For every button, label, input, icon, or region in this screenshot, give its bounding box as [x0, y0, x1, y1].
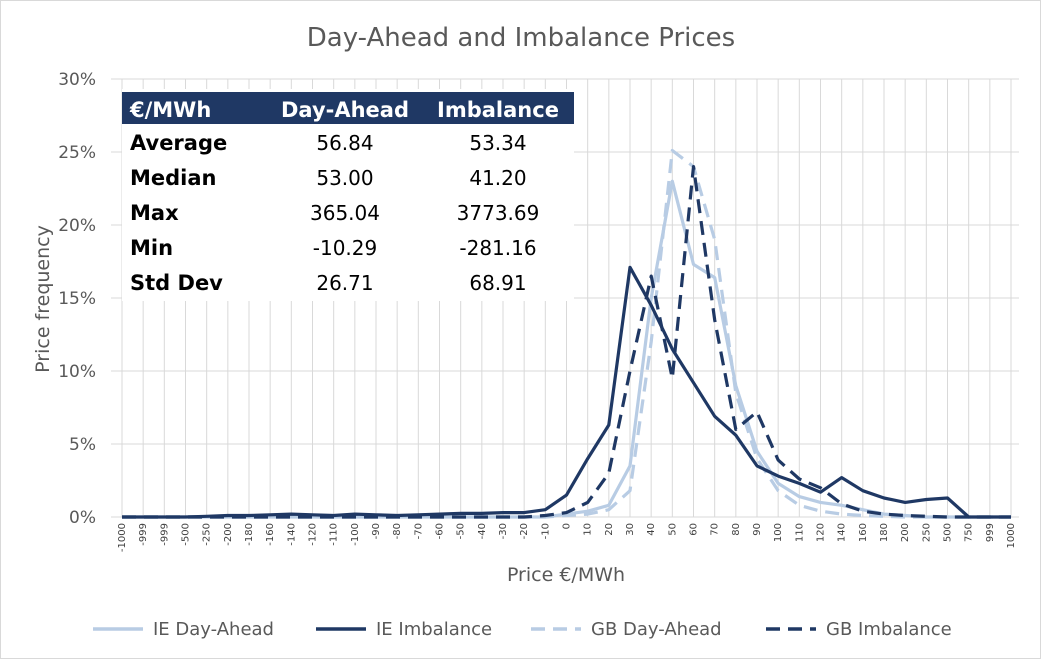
x-tick-label: 20 [604, 523, 615, 536]
x-tick-label: -200 [223, 523, 234, 546]
x-tick-label: -110 [329, 523, 340, 546]
table-row-label: Std Dev [130, 271, 223, 295]
table-row-label: Average [130, 131, 227, 155]
x-tick-label: -40 [477, 523, 488, 539]
table-cell: 53.34 [469, 131, 526, 155]
x-tick-label: 70 [710, 523, 721, 536]
y-tick-label: 20% [58, 216, 96, 236]
x-tick-label: 50 [667, 523, 678, 536]
x-tick-label: -250 [202, 523, 213, 546]
x-tick-label: 200 [900, 523, 911, 542]
x-tick-label: -999 [138, 523, 149, 546]
x-tick-label: -120 [308, 523, 319, 546]
x-tick-label: -70 [413, 523, 424, 539]
x-tick-label: 30 [625, 523, 636, 536]
x-tick-label: 750 [964, 523, 975, 542]
legend-label: GB Imbalance [826, 619, 952, 640]
legend-label: GB Day-Ahead [591, 619, 722, 640]
legend-label: IE Imbalance [376, 619, 492, 640]
x-tick-label: 90 [752, 523, 763, 536]
x-tick-labels: -1000-999-999-500-250-200-180-160-140-12… [117, 523, 1017, 552]
table-header-cell: Day-Ahead [281, 98, 409, 122]
x-tick-label: -30 [498, 523, 509, 539]
legend-label: IE Day-Ahead [153, 619, 274, 640]
y-tick-labels: 0% 5% 10% 15% 20% 25% 30% [58, 70, 96, 528]
table-cell: 68.91 [469, 271, 526, 295]
table-header-cell: €/MWh [129, 98, 211, 122]
x-tick-label: 1000 [1006, 523, 1017, 548]
x-tick-label: 40 [646, 523, 657, 536]
x-tick-label: -60 [435, 523, 446, 539]
x-tick-label: -20 [519, 523, 530, 539]
x-tick-label: 10 [583, 523, 594, 536]
summary-table: €/MWh Day-Ahead Imbalance Average 56.84 53.34… [122, 89, 574, 301]
table-cell: 365.04 [310, 201, 380, 225]
table-cell: 56.84 [316, 131, 373, 155]
x-tick-label: -50 [456, 523, 467, 539]
x-tick-label: -10 [540, 523, 551, 539]
table-cell: -281.16 [459, 236, 536, 260]
chart-title: Day-Ahead and Imbalance Prices [307, 23, 735, 53]
x-tick-label: 0 [562, 523, 573, 529]
x-tick-label: -1000 [117, 523, 128, 552]
x-tick-label: 180 [879, 523, 890, 542]
table-cell: 41.20 [469, 166, 526, 190]
legend: IE Day-Ahead IE Imbalance GB Day-Ahead GB I… [93, 619, 952, 640]
y-tick-label: 25% [58, 143, 96, 163]
y-tick-label: 30% [58, 70, 96, 90]
table-cell: 26.71 [316, 271, 373, 295]
x-tick-label: -500 [181, 523, 192, 546]
y-tick-label: 10% [58, 362, 96, 382]
x-tick-label: 110 [794, 523, 805, 542]
x-tick-label: -160 [265, 523, 276, 546]
x-tick-label: 160 [858, 523, 869, 542]
x-tick-label: 999 [985, 523, 996, 542]
x-tick-label: 500 [943, 523, 954, 542]
x-tick-label: 250 [921, 523, 932, 542]
table-cell: 53.00 [316, 166, 373, 190]
y-tick-label: 0% [69, 508, 96, 528]
x-tick-label: -90 [371, 523, 382, 539]
x-tick-label: 120 [816, 523, 827, 542]
table-row-label: Min [130, 236, 173, 260]
x-tick-label: 100 [773, 523, 784, 542]
table-cell: 3773.69 [457, 201, 540, 225]
table-row-label: Max [130, 201, 179, 225]
y-axis-title: Price frequency [32, 225, 54, 373]
x-tick-label: 80 [731, 523, 742, 536]
x-tick-label: -100 [350, 523, 361, 546]
y-tick-label: 15% [58, 289, 96, 309]
table-header-cell: Imbalance [437, 98, 559, 122]
table-cell: -10.29 [313, 236, 377, 260]
x-tick-label: -999 [159, 523, 170, 546]
x-tick-label: -140 [286, 523, 297, 546]
x-tick-label: 140 [837, 523, 848, 542]
x-tick-label: -80 [392, 523, 403, 539]
x-axis-title: Price €/MWh [507, 564, 625, 586]
x-tick-label: 60 [689, 523, 700, 536]
y-tick-label: 5% [69, 435, 96, 455]
x-tick-label: -180 [244, 523, 255, 546]
table-row-label: Median [130, 166, 217, 190]
